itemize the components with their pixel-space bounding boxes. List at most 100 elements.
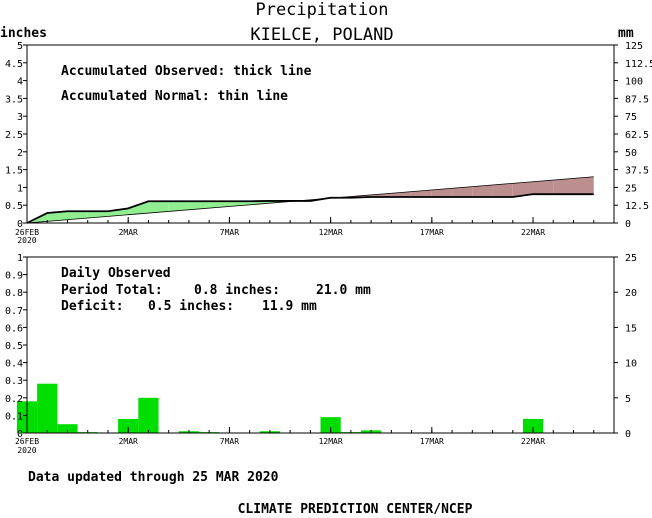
y-tick-label: 1.5	[5, 166, 23, 177]
y-tick-label: 0.4	[5, 359, 23, 370]
accumulated-fill-areas	[27, 176, 594, 223]
y-tick-label: 4	[17, 77, 23, 88]
surplus-area	[107, 208, 129, 217]
daily-bar	[37, 383, 58, 433]
surplus-area	[128, 201, 149, 215]
y-tick-label: 2	[17, 148, 23, 159]
y2-tick-label: 0	[625, 429, 631, 440]
legend-observed: Accumulated Observed: thick line	[61, 64, 312, 79]
accumulated-axes: 0 00.5 12.51 251.5 37.52 502.5 62.53 753.5 87.54…	[5, 41, 652, 245]
y-tick-label: 0	[17, 429, 23, 440]
y-tick-label: 5	[17, 41, 23, 52]
x-tick-label: 2MAR	[119, 437, 138, 446]
x-tick-label: 17MAR	[420, 228, 444, 237]
surplus-area	[188, 201, 210, 210]
x-tick-label: 22MAR	[521, 228, 545, 237]
y-tick-label: 0.8	[5, 288, 23, 299]
x-tick-label: 22MAR	[521, 437, 545, 446]
y2-tick-label: 112.5	[625, 59, 652, 70]
x-tick-label: 12MAR	[319, 437, 343, 446]
y-tick-label: 4.5	[5, 59, 23, 70]
x-year-label: 2020	[17, 446, 36, 455]
y2-tick-label: 50	[625, 148, 637, 159]
y2-tick-label: 37.5	[625, 166, 649, 177]
deficit-inches: 0.5 inches:	[148, 299, 234, 314]
deficit-area	[533, 180, 554, 195]
credit-line: CLIMATE PREDICTION CENTER/NCEP	[238, 502, 473, 517]
y-tick-label: 3	[17, 112, 23, 123]
y-tick-label: 0	[17, 219, 23, 230]
y-tick-label: 0.2	[5, 394, 23, 405]
y2-tick-label: 87.5	[625, 94, 649, 105]
deficit-area	[492, 183, 513, 198]
y-tick-label: 1	[17, 183, 23, 194]
daily-bars	[16, 383, 544, 433]
deficit-area	[573, 176, 594, 195]
accumulated-lines	[26, 176, 594, 224]
y-tick-label: 1	[17, 253, 23, 264]
y2-tick-label: 62.5	[625, 130, 649, 141]
deficit-area	[553, 178, 574, 195]
data-updated-note: Data updated through 25 MAR 2020	[28, 470, 279, 485]
y2-tick-label: 5	[625, 394, 631, 405]
y2-tick-label: 15	[625, 323, 637, 334]
y-tick-label: 0.5	[5, 201, 23, 212]
x-tick-label: 26FEB	[15, 437, 39, 446]
daily-bar	[320, 417, 341, 433]
deficit-label: Deficit:	[61, 299, 124, 314]
y2-tick-label: 12.5	[625, 201, 649, 212]
chart-title: Precipitation	[255, 0, 388, 20]
y2-tick-label: 10	[625, 359, 637, 370]
y2-tick-label: 25	[625, 253, 637, 264]
deficit-area	[472, 184, 493, 198]
surplus-area	[168, 201, 189, 212]
y-tick-label: 2.5	[5, 130, 23, 141]
daily-bar	[57, 424, 78, 433]
daily-bar	[138, 397, 159, 433]
y2-tick-label: 125	[625, 41, 643, 52]
x-tick-label: 17MAR	[420, 437, 444, 446]
left-unit-label: inches	[0, 26, 47, 41]
accumulated-panel: 0 00.5 12.51 251.5 37.52 502.5 62.53 753.5 87.54…	[5, 41, 652, 245]
x-tick-label: 26FEB	[15, 228, 39, 237]
x-tick-label: 12MAR	[319, 228, 343, 237]
period-total-inches: 0.8 inches:	[194, 283, 280, 298]
period-total-mm: 21.0 mm	[316, 283, 371, 298]
deficit-area	[512, 181, 534, 198]
deficit-area	[431, 188, 453, 198]
y2-tick-label: 20	[625, 288, 637, 299]
y2-tick-label: 0	[625, 219, 631, 230]
x-tick-label: 7MAR	[220, 437, 239, 446]
chart-subtitle: KIELCE, POLAND	[250, 25, 393, 45]
y2-tick-label: 25	[625, 183, 637, 194]
daily-axes: 00.10.20.30.40.50.60.70.80.9105101520252…	[5, 253, 637, 455]
y-tick-label: 0.5	[5, 341, 23, 352]
y2-tick-label: 75	[625, 112, 637, 123]
y-tick-label: 0.1	[5, 411, 23, 422]
deficit-area	[452, 186, 473, 198]
x-tick-label: 7MAR	[220, 228, 239, 237]
right-unit-label: mm	[618, 26, 634, 41]
daily-panel: 00.10.20.30.40.50.60.70.80.9105101520252…	[5, 253, 637, 455]
surplus-area	[87, 211, 108, 219]
surplus-area	[67, 211, 88, 220]
x-tick-label: 2MAR	[119, 228, 138, 237]
deficit-mm: 11.9 mm	[262, 299, 317, 314]
y-tick-label: 0.9	[5, 271, 23, 282]
surplus-area	[47, 211, 68, 222]
surplus-area	[209, 201, 230, 209]
y-tick-label: 0.7	[5, 306, 23, 317]
x-year-label: 2020	[17, 236, 36, 245]
normal-line	[26, 176, 594, 224]
deficit-area	[371, 193, 392, 198]
y-tick-label: 0.6	[5, 323, 23, 334]
y2-tick-label: 100	[625, 77, 643, 88]
y-tick-label: 3.5	[5, 94, 23, 105]
daily-heading: Daily Observed	[61, 266, 171, 281]
y-tick-label: 0.3	[5, 376, 23, 387]
period-total-label: Period Total:	[61, 283, 163, 298]
daily-bar	[522, 418, 544, 433]
surplus-area	[148, 201, 169, 214]
deficit-area	[411, 189, 432, 198]
